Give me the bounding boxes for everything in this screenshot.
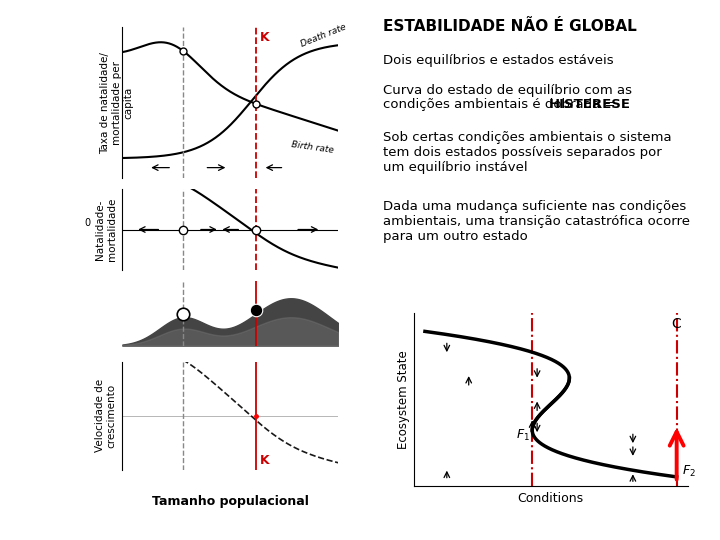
Text: $F_2$: $F_2$ (682, 464, 696, 479)
X-axis label: Conditions: Conditions (518, 491, 584, 504)
Text: tem dois estados possíveis separados por: tem dois estados possíveis separados por (383, 146, 662, 159)
Text: Curva do estado de equilíbrio com as: Curva do estado de equilíbrio com as (383, 84, 632, 97)
Text: Tamanho populacional: Tamanho populacional (152, 495, 309, 508)
Text: ESTABILIDADE NÃO É GLOBAL: ESTABILIDADE NÃO É GLOBAL (383, 19, 636, 34)
Y-axis label: Taxa de natalidade/
mortalidade per
capita: Taxa de natalidade/ mortalidade per capi… (100, 52, 133, 153)
Y-axis label: Velocidade de
crescimento: Velocidade de crescimento (95, 379, 117, 453)
Text: ambientais, uma transição catastrófica ocorre: ambientais, uma transição catastrófica o… (383, 215, 690, 228)
Text: condições ambientais é dobrada =: condições ambientais é dobrada = (383, 98, 620, 111)
Text: Sob certas condições ambientais o sistema: Sob certas condições ambientais o sistem… (383, 131, 672, 144)
Text: $F_1$: $F_1$ (516, 428, 529, 443)
Text: Dois equilíbrios e estados estáveis: Dois equilíbrios e estados estáveis (383, 54, 613, 67)
Text: K: K (260, 31, 269, 44)
Text: 0: 0 (84, 218, 90, 228)
Text: C: C (671, 317, 681, 331)
Y-axis label: Ecosystem State: Ecosystem State (397, 350, 410, 449)
Text: K: K (260, 454, 269, 467)
Text: Death rate: Death rate (300, 22, 348, 49)
Y-axis label: Natalidade-
mortalidade: Natalidade- mortalidade (95, 198, 117, 261)
Text: um equilíbrio instável: um equilíbrio instável (383, 161, 528, 174)
Text: HISTERESE: HISTERESE (549, 98, 631, 111)
Text: Dada uma mudança suficiente nas condições: Dada uma mudança suficiente nas condiçõe… (383, 200, 686, 213)
Text: Birth rate: Birth rate (291, 140, 335, 154)
Text: para um outro estado: para um outro estado (383, 230, 528, 243)
